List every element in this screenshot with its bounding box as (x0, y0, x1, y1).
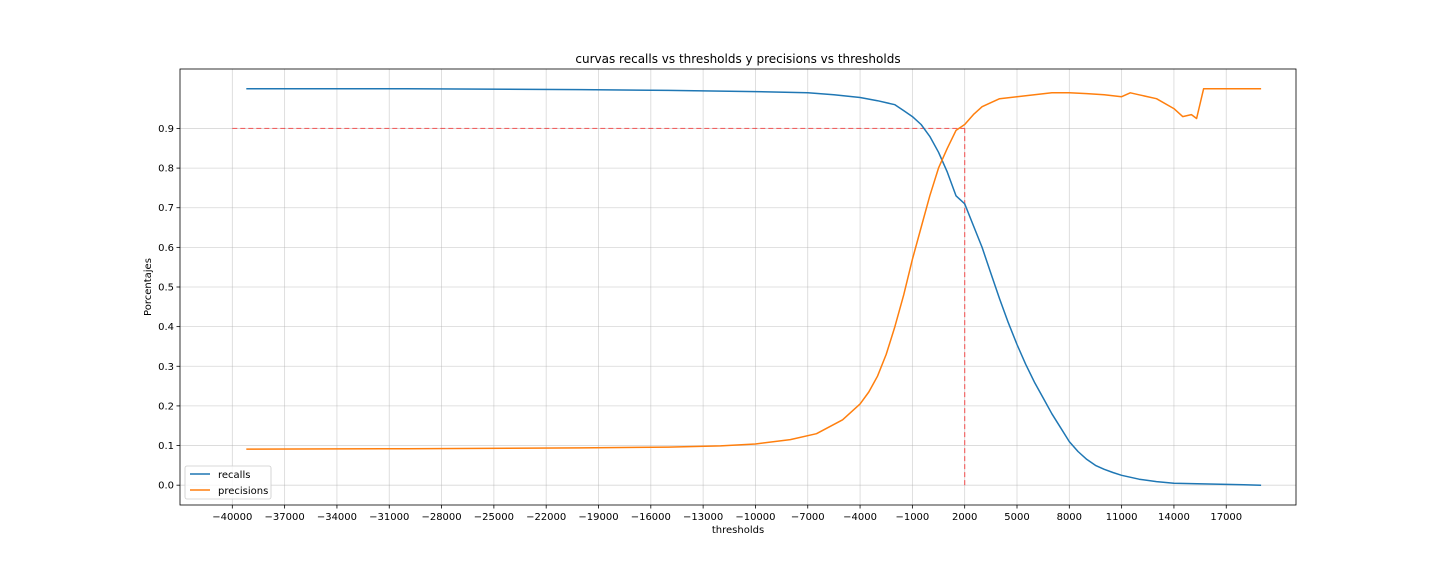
x-tick-label: −4000 (843, 512, 877, 523)
chart-title: curvas recalls vs thresholds y precision… (575, 52, 900, 66)
x-tick-label: −31000 (369, 512, 409, 523)
series-line-recalls (246, 88, 1262, 486)
x-tick-label: −19000 (578, 512, 618, 523)
reference-lines (232, 127, 966, 486)
y-tick-label: 0.3 (158, 362, 174, 373)
x-tick-label: 11000 (1106, 512, 1138, 523)
x-tick-label: −28000 (421, 512, 461, 523)
x-tick-label: −1000 (895, 512, 929, 523)
legend: recalls precisions (184, 465, 272, 500)
x-tick-label: −16000 (631, 512, 671, 523)
y-tick-label: 0.4 (158, 322, 174, 333)
y-tick-label: 0.9 (158, 124, 174, 135)
x-tick-label: −37000 (265, 512, 305, 523)
x-tick-label: 5000 (1004, 512, 1029, 523)
x-tick-label: 17000 (1210, 512, 1242, 523)
legend-label-recalls: recalls (218, 470, 250, 481)
x-tick-label: −25000 (474, 512, 514, 523)
y-tick-label: 0.0 (158, 481, 174, 492)
x-tick-label: −34000 (317, 512, 357, 523)
y-tick-label: 0.2 (158, 401, 174, 412)
x-tick-label: −22000 (526, 512, 566, 523)
legend-label-precisions: precisions (218, 486, 268, 497)
series-line-precisions (246, 88, 1262, 450)
x-tick-label: −40000 (212, 512, 252, 523)
series-layer (246, 88, 1262, 486)
y-tick-label: 0.1 (158, 441, 174, 452)
x-axis-label: thresholds (712, 525, 764, 536)
x-tick-label: 14000 (1158, 512, 1190, 523)
x-tick-label: −13000 (683, 512, 723, 523)
y-tick-label: 0.8 (158, 164, 174, 175)
y-tick-label: 0.5 (158, 283, 174, 294)
y-axis-ticks: 0.0 0.1 0.2 0.3 0.4 0.5 0.6 0.7 0.8 0.9 (158, 124, 180, 492)
x-tick-label: 2000 (952, 512, 977, 523)
y-axis-label: Porcentajes (143, 258, 154, 316)
y-tick-label: 0.7 (158, 203, 174, 214)
x-axis-ticks: −40000 −37000 −34000 −31000 −28000 −25000 −220… (212, 505, 1242, 523)
x-tick-label: −10000 (735, 512, 775, 523)
y-tick-label: 0.6 (158, 243, 174, 254)
x-tick-label: 8000 (1057, 512, 1082, 523)
x-tick-label: −7000 (791, 512, 825, 523)
